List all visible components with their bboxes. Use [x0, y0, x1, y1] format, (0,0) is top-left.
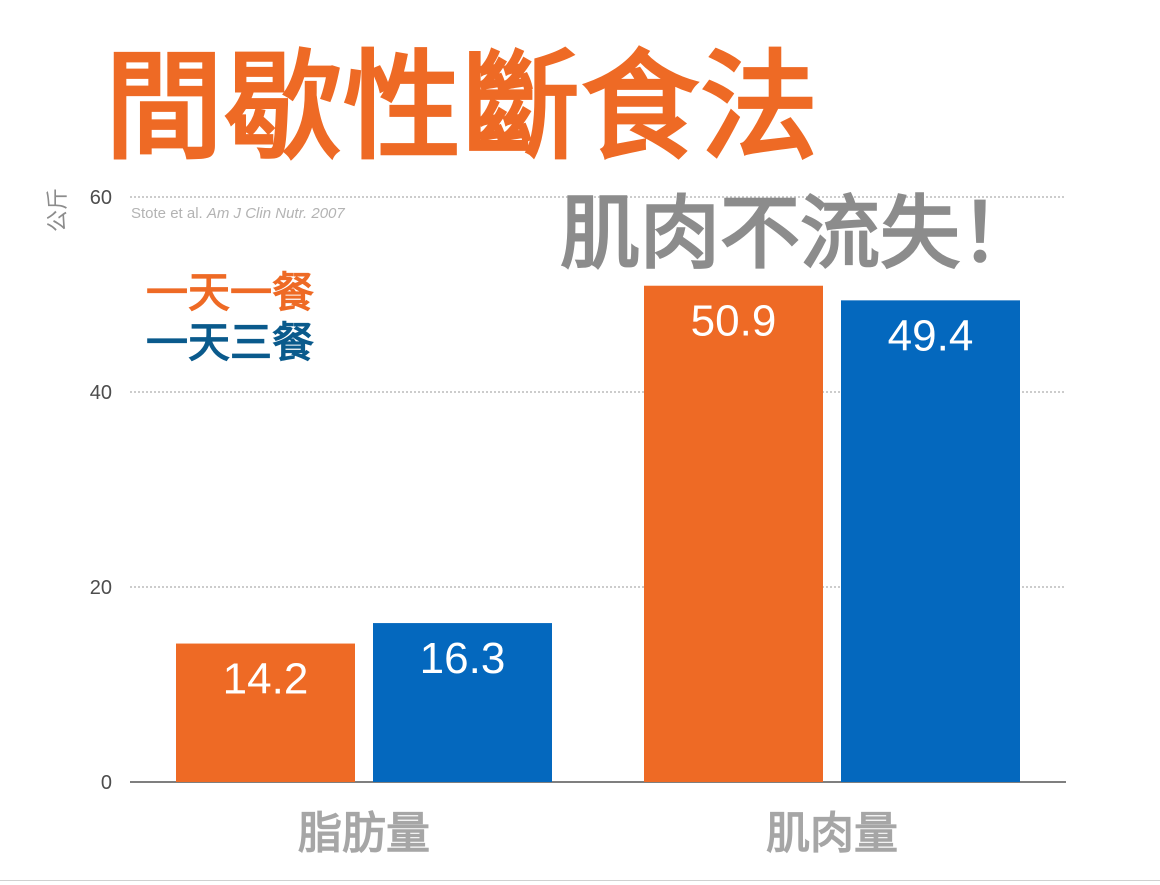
bottom-divider: [0, 880, 1160, 881]
legend-item-one-meal: 一天一餐: [146, 268, 315, 317]
page-subtitle: 肌肉不流失！: [560, 187, 1040, 280]
x-category-label: 脂肪量: [298, 808, 430, 859]
page-title: 間歇性斷食法: [105, 38, 820, 176]
bar-value-label: 14.2: [223, 655, 309, 704]
bar-value-label: 16.3: [420, 634, 506, 683]
y-tick-label: 0: [101, 772, 112, 794]
bar: [373, 623, 552, 782]
y-axis-label: 公斤: [46, 188, 71, 232]
y-tick-label: 60: [90, 187, 112, 209]
bar: [841, 300, 1020, 782]
legend-item-three-meals: 一天三餐: [146, 318, 315, 367]
bar: [176, 643, 355, 782]
y-tick-label: 20: [90, 577, 112, 599]
citation-authors: Stote et al.: [131, 205, 203, 222]
y-tick-label: 40: [90, 382, 112, 404]
chart-legend: 一天一餐 一天三餐: [146, 268, 314, 368]
citation-journal: Am J Clin Nutr. 2007: [206, 205, 345, 222]
bar: [644, 285, 823, 782]
x-category-label: 肌肉量: [766, 808, 898, 859]
bar-value-label: 49.4: [888, 311, 974, 360]
citation: Stote et al. Am J Clin Nutr. 2007: [131, 205, 345, 222]
bar-value-label: 50.9: [691, 297, 777, 346]
